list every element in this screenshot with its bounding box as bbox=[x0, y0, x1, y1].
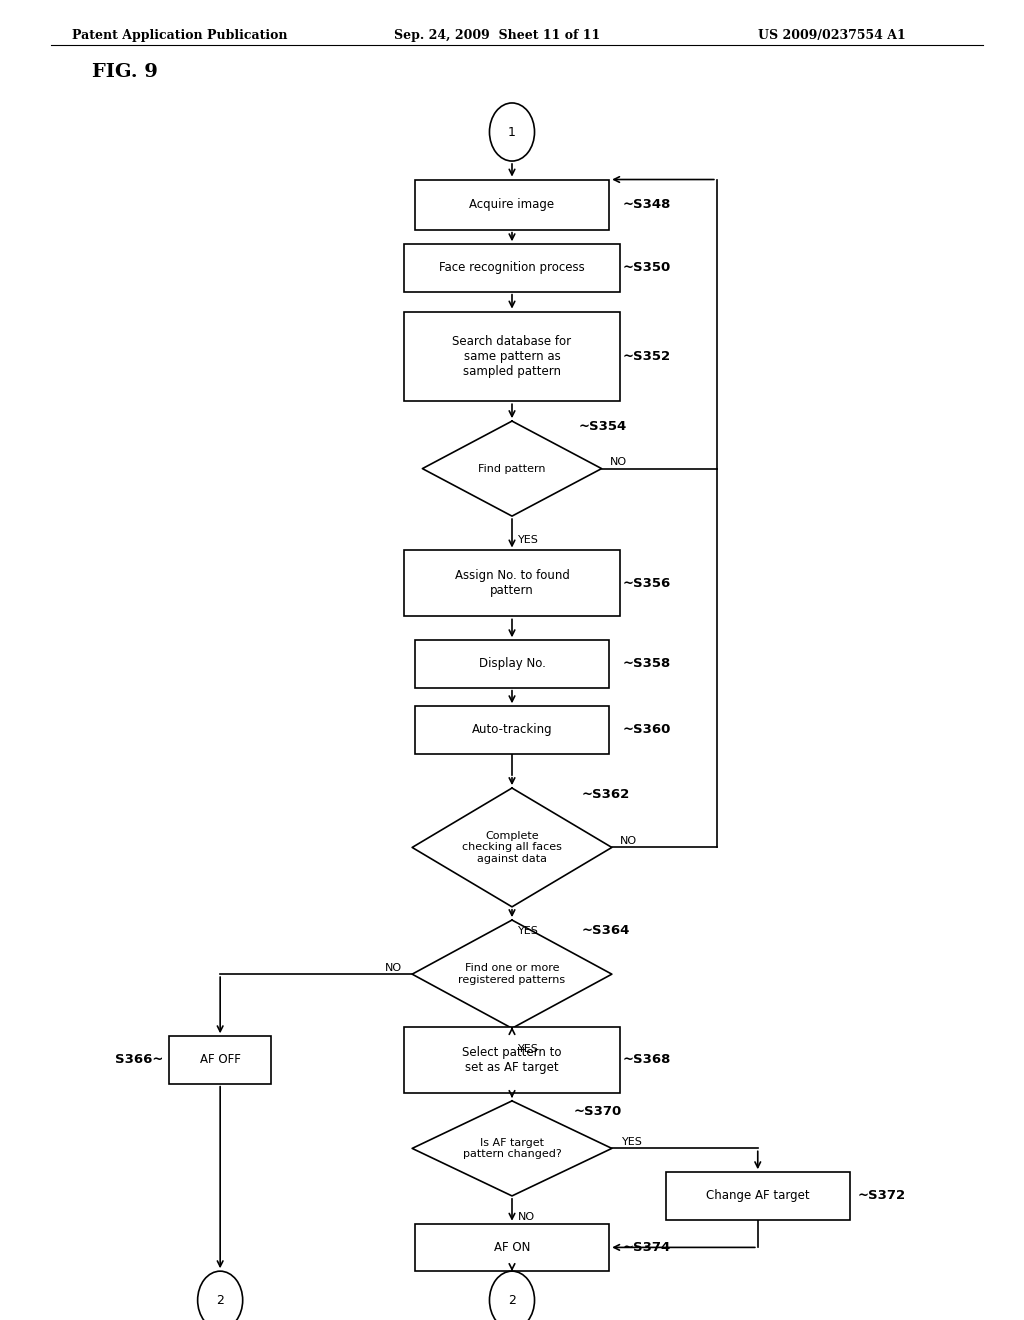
Text: Find pattern: Find pattern bbox=[478, 463, 546, 474]
Text: YES: YES bbox=[518, 925, 539, 936]
Circle shape bbox=[489, 103, 535, 161]
FancyBboxPatch shape bbox=[666, 1172, 850, 1220]
Text: NO: NO bbox=[621, 836, 637, 846]
FancyBboxPatch shape bbox=[415, 640, 609, 688]
FancyBboxPatch shape bbox=[404, 312, 620, 401]
Text: ~S364: ~S364 bbox=[582, 924, 630, 937]
Text: 2: 2 bbox=[508, 1294, 516, 1307]
Text: NO: NO bbox=[518, 1212, 536, 1222]
Text: Change AF target: Change AF target bbox=[706, 1189, 810, 1203]
Text: Auto-tracking: Auto-tracking bbox=[472, 723, 552, 737]
Text: ~S374: ~S374 bbox=[623, 1241, 671, 1254]
Text: Face recognition process: Face recognition process bbox=[439, 261, 585, 275]
Text: AF ON: AF ON bbox=[494, 1241, 530, 1254]
Text: 2: 2 bbox=[216, 1294, 224, 1307]
Text: Is AF target
pattern changed?: Is AF target pattern changed? bbox=[463, 1138, 561, 1159]
Text: US 2009/0237554 A1: US 2009/0237554 A1 bbox=[758, 29, 905, 42]
Text: Display No.: Display No. bbox=[478, 657, 546, 671]
Text: ~S372: ~S372 bbox=[858, 1189, 906, 1203]
Polygon shape bbox=[412, 1101, 612, 1196]
FancyBboxPatch shape bbox=[415, 1224, 609, 1271]
Text: 1: 1 bbox=[508, 125, 516, 139]
Text: ~S370: ~S370 bbox=[573, 1105, 622, 1118]
Text: Acquire image: Acquire image bbox=[469, 198, 555, 211]
Text: ~S354: ~S354 bbox=[579, 420, 627, 433]
Text: ~S350: ~S350 bbox=[623, 261, 671, 275]
Text: Assign No. to found
pattern: Assign No. to found pattern bbox=[455, 569, 569, 598]
Text: Select pattern to
set as AF target: Select pattern to set as AF target bbox=[462, 1045, 562, 1074]
Text: YES: YES bbox=[623, 1137, 643, 1147]
Circle shape bbox=[489, 1271, 535, 1320]
Text: ~S368: ~S368 bbox=[623, 1053, 671, 1067]
FancyBboxPatch shape bbox=[415, 706, 609, 754]
Text: Find one or more
registered patterns: Find one or more registered patterns bbox=[459, 964, 565, 985]
FancyBboxPatch shape bbox=[415, 180, 609, 230]
FancyBboxPatch shape bbox=[404, 1027, 620, 1093]
Text: NO: NO bbox=[385, 962, 401, 973]
Polygon shape bbox=[412, 920, 612, 1028]
Text: FIG. 9: FIG. 9 bbox=[92, 63, 158, 82]
Text: ~S356: ~S356 bbox=[623, 577, 671, 590]
Polygon shape bbox=[422, 421, 602, 516]
Text: Complete
checking all faces
against data: Complete checking all faces against data bbox=[462, 830, 562, 865]
FancyBboxPatch shape bbox=[169, 1036, 271, 1084]
Polygon shape bbox=[412, 788, 612, 907]
Text: ~S358: ~S358 bbox=[623, 657, 671, 671]
Text: Patent Application Publication: Patent Application Publication bbox=[72, 29, 287, 42]
Text: ~S360: ~S360 bbox=[623, 723, 671, 737]
Circle shape bbox=[198, 1271, 243, 1320]
Text: YES: YES bbox=[518, 535, 539, 545]
Text: S366~: S366~ bbox=[116, 1053, 164, 1067]
Text: AF OFF: AF OFF bbox=[200, 1053, 241, 1067]
FancyBboxPatch shape bbox=[404, 244, 620, 292]
Text: ~S352: ~S352 bbox=[623, 350, 671, 363]
Text: Sep. 24, 2009  Sheet 11 of 11: Sep. 24, 2009 Sheet 11 of 11 bbox=[394, 29, 600, 42]
Text: ~S362: ~S362 bbox=[582, 788, 630, 801]
Text: NO: NO bbox=[610, 457, 627, 467]
Text: Search database for
same pattern as
sampled pattern: Search database for same pattern as samp… bbox=[453, 335, 571, 378]
FancyBboxPatch shape bbox=[404, 550, 620, 616]
Text: YES: YES bbox=[518, 1044, 539, 1055]
Text: ~S348: ~S348 bbox=[623, 198, 671, 211]
